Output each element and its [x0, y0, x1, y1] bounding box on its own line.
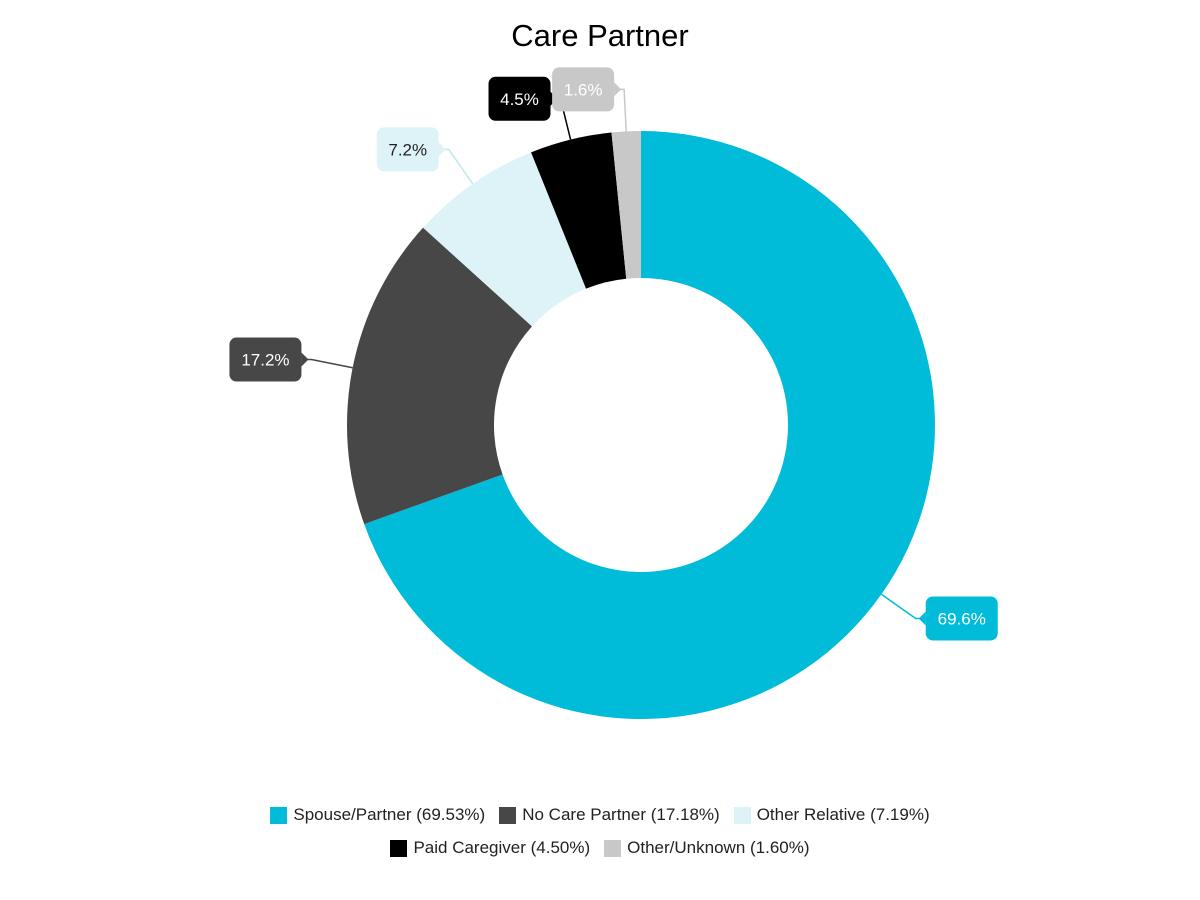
data-label-other-unknown: 1.6% — [564, 80, 603, 99]
data-label-box — [488, 76, 551, 121]
legend-label: Paid Caregiver (4.50%) — [413, 838, 591, 857]
label-leader-line — [880, 593, 926, 620]
donut-slice-spouse-partner[interactable] — [364, 131, 936, 719]
donut-slice-other-relative[interactable] — [423, 152, 587, 327]
data-label-paid-caregiver: 4.5% — [500, 90, 539, 109]
data-labels: 69.6% 17.2% 7.2% 4.5% 1.6% — [229, 67, 998, 641]
legend-item-other-unknown[interactable]: Other/Unknown (1.60%) — [604, 838, 810, 858]
chart-title: Care Partner — [511, 18, 689, 53]
legend-swatch — [270, 806, 288, 824]
donut-slice-other-unknown[interactable] — [611, 131, 641, 279]
data-label-pointer — [614, 82, 622, 97]
legend-item-no-care-partner[interactable]: No Care Partner (17.18%) — [499, 805, 720, 825]
data-label-pointer — [301, 352, 309, 367]
data-label-box — [552, 67, 615, 112]
legend-item-paid-caregiver[interactable]: Paid Caregiver (4.50%) — [390, 838, 590, 858]
data-label-spouse-partner: 69.6% — [938, 609, 986, 628]
donut-slice-no-care-partner[interactable] — [347, 227, 533, 525]
legend-row-2: Paid Caregiver (4.50%) Other/Unknown (1.… — [0, 838, 1200, 858]
data-label-other-relative: 7.2% — [388, 140, 427, 159]
legend-item-other-relative[interactable]: Other Relative (7.19%) — [733, 805, 930, 825]
data-label-pointer — [918, 611, 926, 626]
legend-item-spouse-partner[interactable]: Spouse/Partner (69.53%) — [270, 805, 485, 825]
donut-slice-paid-caregiver[interactable] — [531, 132, 627, 289]
legend-swatch — [390, 839, 408, 857]
label-leader-line — [438, 148, 474, 185]
data-label-pointer — [438, 142, 446, 157]
data-label-box — [229, 337, 302, 382]
data-label-box — [925, 596, 998, 641]
label-leader-line — [301, 358, 353, 369]
data-label-no-care-partner: 17.2% — [241, 351, 289, 370]
data-label-box — [376, 127, 439, 172]
legend-swatch — [733, 806, 751, 824]
legend-swatch — [604, 839, 622, 857]
donut-slices — [347, 131, 936, 719]
legend-row-1: Spouse/Partner (69.53%) No Care Partner … — [0, 805, 1200, 825]
legend-label: Other Relative (7.19%) — [756, 805, 930, 824]
legend-label: Other/Unknown (1.60%) — [627, 838, 810, 857]
legend-label: Spouse/Partner (69.53%) — [293, 805, 486, 824]
legend-label: No Care Partner (17.18%) — [522, 805, 720, 824]
label-leader-line — [614, 88, 627, 132]
legend-swatch — [499, 806, 517, 824]
